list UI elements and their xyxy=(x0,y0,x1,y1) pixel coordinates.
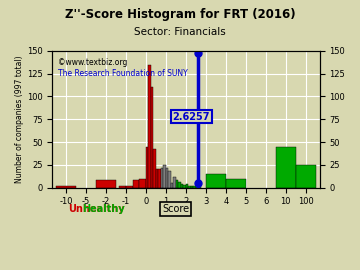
Bar xyxy=(163,165,166,188)
Bar xyxy=(168,171,171,188)
Text: Healthy: Healthy xyxy=(82,204,125,214)
Bar xyxy=(148,65,151,188)
Bar xyxy=(183,185,186,188)
Bar xyxy=(146,147,148,188)
Bar xyxy=(176,180,179,188)
Bar xyxy=(188,186,191,188)
Bar xyxy=(153,149,156,188)
Bar xyxy=(171,183,174,188)
Text: Score: Score xyxy=(162,204,189,214)
Text: ©www.textbiz.org: ©www.textbiz.org xyxy=(58,58,127,67)
Y-axis label: Number of companies (997 total): Number of companies (997 total) xyxy=(15,55,24,183)
Bar xyxy=(196,185,198,188)
Text: The Research Foundation of SUNY: The Research Foundation of SUNY xyxy=(58,69,187,78)
Bar xyxy=(191,186,193,188)
Bar xyxy=(179,182,181,188)
Text: Z''-Score Histogram for FRT (2016): Z''-Score Histogram for FRT (2016) xyxy=(65,8,295,21)
Text: Sector: Financials: Sector: Financials xyxy=(134,27,226,37)
Bar xyxy=(174,177,176,188)
Bar xyxy=(276,147,296,188)
Text: 2.6257: 2.6257 xyxy=(173,112,210,122)
Bar xyxy=(186,184,188,188)
Bar xyxy=(206,174,226,188)
Bar xyxy=(158,169,161,188)
Bar xyxy=(166,168,168,188)
Bar xyxy=(56,186,76,188)
Bar xyxy=(226,178,246,188)
Bar xyxy=(126,186,132,188)
Bar xyxy=(132,180,139,188)
Bar xyxy=(151,87,153,188)
Text: Unhealthy: Unhealthy xyxy=(68,204,125,214)
Bar xyxy=(96,180,116,188)
Bar xyxy=(296,165,315,188)
Bar xyxy=(181,184,183,188)
Bar xyxy=(161,168,163,188)
Bar xyxy=(198,186,201,188)
Bar xyxy=(193,186,196,188)
Bar xyxy=(120,186,126,188)
Bar xyxy=(139,178,146,188)
Bar xyxy=(156,169,158,188)
